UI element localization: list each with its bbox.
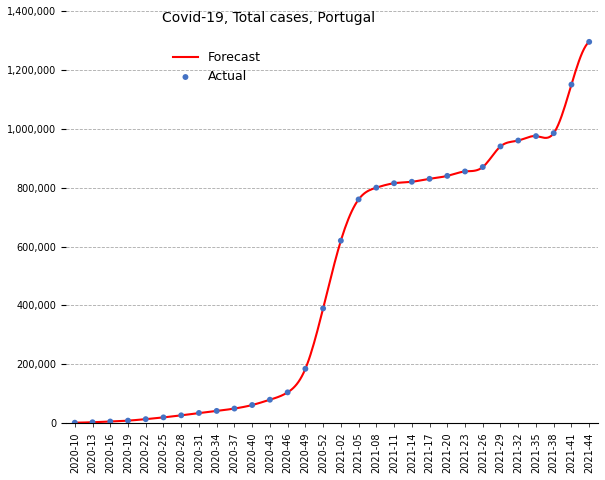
Actual	[212, 407, 221, 415]
Actual	[584, 38, 594, 46]
Actual	[442, 172, 452, 180]
Actual	[549, 129, 558, 137]
Actual	[141, 415, 151, 423]
Forecast	[73, 420, 80, 426]
Forecast	[505, 140, 512, 145]
Actual	[531, 132, 541, 140]
Actual	[478, 163, 488, 171]
Actual	[159, 414, 168, 421]
Forecast	[586, 39, 593, 45]
Forecast	[71, 420, 79, 426]
Actual	[229, 405, 239, 412]
Actual	[495, 143, 505, 150]
Line: Forecast: Forecast	[75, 42, 589, 423]
Actual	[389, 180, 399, 187]
Actual	[177, 411, 186, 419]
Actual	[88, 419, 97, 426]
Actual	[460, 168, 470, 175]
Actual	[105, 418, 115, 425]
Text: Covid-19, Total cases, Portugal: Covid-19, Total cases, Portugal	[162, 11, 375, 25]
Actual	[70, 419, 80, 427]
Forecast	[378, 183, 385, 189]
Actual	[301, 365, 310, 372]
Actual	[567, 81, 577, 88]
Legend: Forecast, Actual: Forecast, Actual	[168, 46, 266, 88]
Actual	[194, 409, 204, 417]
Actual	[336, 237, 345, 244]
Forecast	[537, 134, 544, 140]
Forecast	[376, 184, 383, 190]
Actual	[514, 137, 523, 144]
Actual	[318, 305, 328, 312]
Actual	[123, 417, 133, 424]
Actual	[247, 401, 257, 409]
Forecast	[386, 181, 393, 187]
Actual	[407, 178, 417, 186]
Actual	[283, 388, 292, 396]
Actual	[425, 175, 434, 183]
Actual	[265, 396, 275, 404]
Actual	[354, 195, 364, 203]
Actual	[371, 184, 381, 192]
